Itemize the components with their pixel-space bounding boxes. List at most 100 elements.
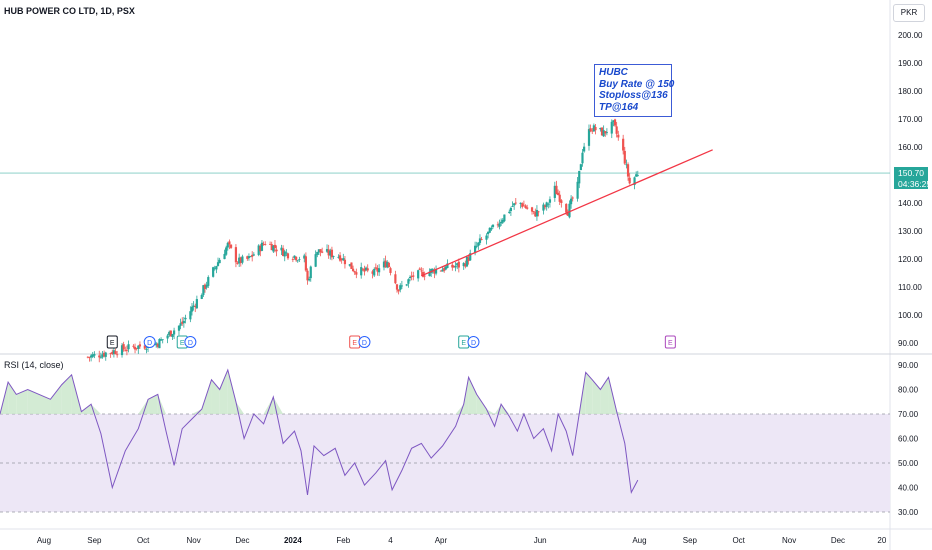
candle: [490, 225, 493, 231]
candle: [212, 266, 215, 278]
candle-body: [342, 258, 345, 261]
candle: [184, 314, 187, 324]
candle: [457, 258, 460, 273]
candle-body: [462, 263, 465, 267]
candle-body: [417, 270, 420, 279]
candle: [553, 181, 556, 202]
candle: [464, 260, 467, 269]
candle-body: [259, 245, 262, 252]
rsi-axis-tick: 60.00: [898, 435, 919, 444]
candle: [545, 201, 548, 211]
time-axis-tick: Oct: [732, 536, 745, 545]
candle-body: [408, 277, 412, 278]
candle: [205, 281, 208, 290]
candle-body: [622, 138, 625, 151]
candle-body: [456, 263, 459, 266]
candle-body: [488, 227, 491, 233]
candle-body: [111, 351, 114, 354]
event-marker-label: E: [461, 340, 466, 347]
candle-body: [340, 259, 343, 261]
candle: [374, 263, 377, 270]
rsi-overbought-fill: [592, 379, 601, 414]
time-axis-tick: Feb: [336, 536, 350, 545]
candle-body: [91, 354, 94, 357]
candle-body: [478, 238, 482, 243]
candle: [280, 244, 283, 255]
candle-body: [337, 256, 340, 258]
candle: [433, 267, 436, 279]
candle-body: [439, 270, 443, 272]
candle: [389, 266, 392, 276]
candle: [249, 255, 252, 258]
candle-body: [583, 146, 586, 152]
candle-body: [262, 243, 265, 245]
candle-body: [325, 249, 329, 252]
candle-body: [189, 311, 192, 320]
candle: [202, 284, 205, 297]
candle: [526, 204, 529, 210]
candle: [155, 341, 158, 348]
trade-note[interactable]: HUBC Buy Rate @ 150 Stoploss@136 TP@164: [594, 64, 674, 117]
candle: [491, 224, 495, 229]
candle-body: [314, 254, 317, 267]
candle-body: [412, 275, 415, 277]
price-axis-tick: 110.00: [898, 283, 922, 292]
candle-body: [273, 244, 277, 248]
candle: [125, 345, 129, 356]
candle: [405, 283, 408, 287]
rsi-overbought-fill: [138, 399, 149, 414]
candle: [179, 318, 182, 330]
time-axis-tick: Oct: [137, 536, 150, 545]
candle-body: [556, 192, 560, 195]
candle: [216, 257, 220, 267]
candle: [138, 341, 142, 349]
candle-body: [306, 270, 309, 281]
candle-body: [364, 267, 368, 271]
time-axis-tick: Nov: [187, 536, 201, 545]
last-price: 150.70: [898, 168, 924, 178]
candle-body: [626, 164, 630, 177]
candle-body: [600, 127, 604, 136]
candle-body: [282, 248, 285, 256]
currency-button[interactable]: PKR: [893, 4, 925, 22]
candle-body: [99, 357, 102, 359]
price-axis-tick: 190.00: [898, 59, 923, 68]
candle: [475, 241, 478, 249]
candle: [225, 245, 228, 256]
candle-body: [521, 203, 524, 207]
candle-body: [543, 205, 547, 208]
rsi-overbought-fill: [476, 394, 487, 414]
candle: [104, 351, 107, 361]
candle-body: [615, 126, 618, 134]
time-axis-tick: 2024: [284, 536, 302, 545]
candle: [451, 261, 454, 271]
candle: [226, 241, 229, 251]
price-axis-tick: 140.00: [898, 199, 923, 208]
candle: [604, 131, 607, 137]
candle-body: [371, 271, 374, 274]
candle-body: [433, 269, 436, 274]
candle-body: [475, 246, 478, 247]
candle-body: [625, 164, 628, 166]
candle-body: [509, 207, 512, 212]
candle: [581, 148, 584, 167]
candle: [132, 344, 135, 349]
candle-body: [587, 129, 591, 146]
candle: [548, 196, 552, 208]
event-marker: D: [467, 336, 480, 348]
candle-body: [386, 262, 389, 268]
candle: [88, 356, 91, 362]
candle: [511, 201, 514, 207]
rsi-axis-tick: 70.00: [898, 410, 919, 419]
candle: [610, 119, 613, 139]
candle: [270, 241, 273, 251]
candle: [407, 278, 410, 288]
candle-body: [443, 268, 446, 271]
candle-body: [169, 330, 172, 337]
candle-body: [522, 205, 526, 207]
candle: [218, 257, 221, 264]
candle: [636, 170, 639, 177]
candle: [452, 265, 456, 269]
candle-body: [116, 354, 119, 356]
